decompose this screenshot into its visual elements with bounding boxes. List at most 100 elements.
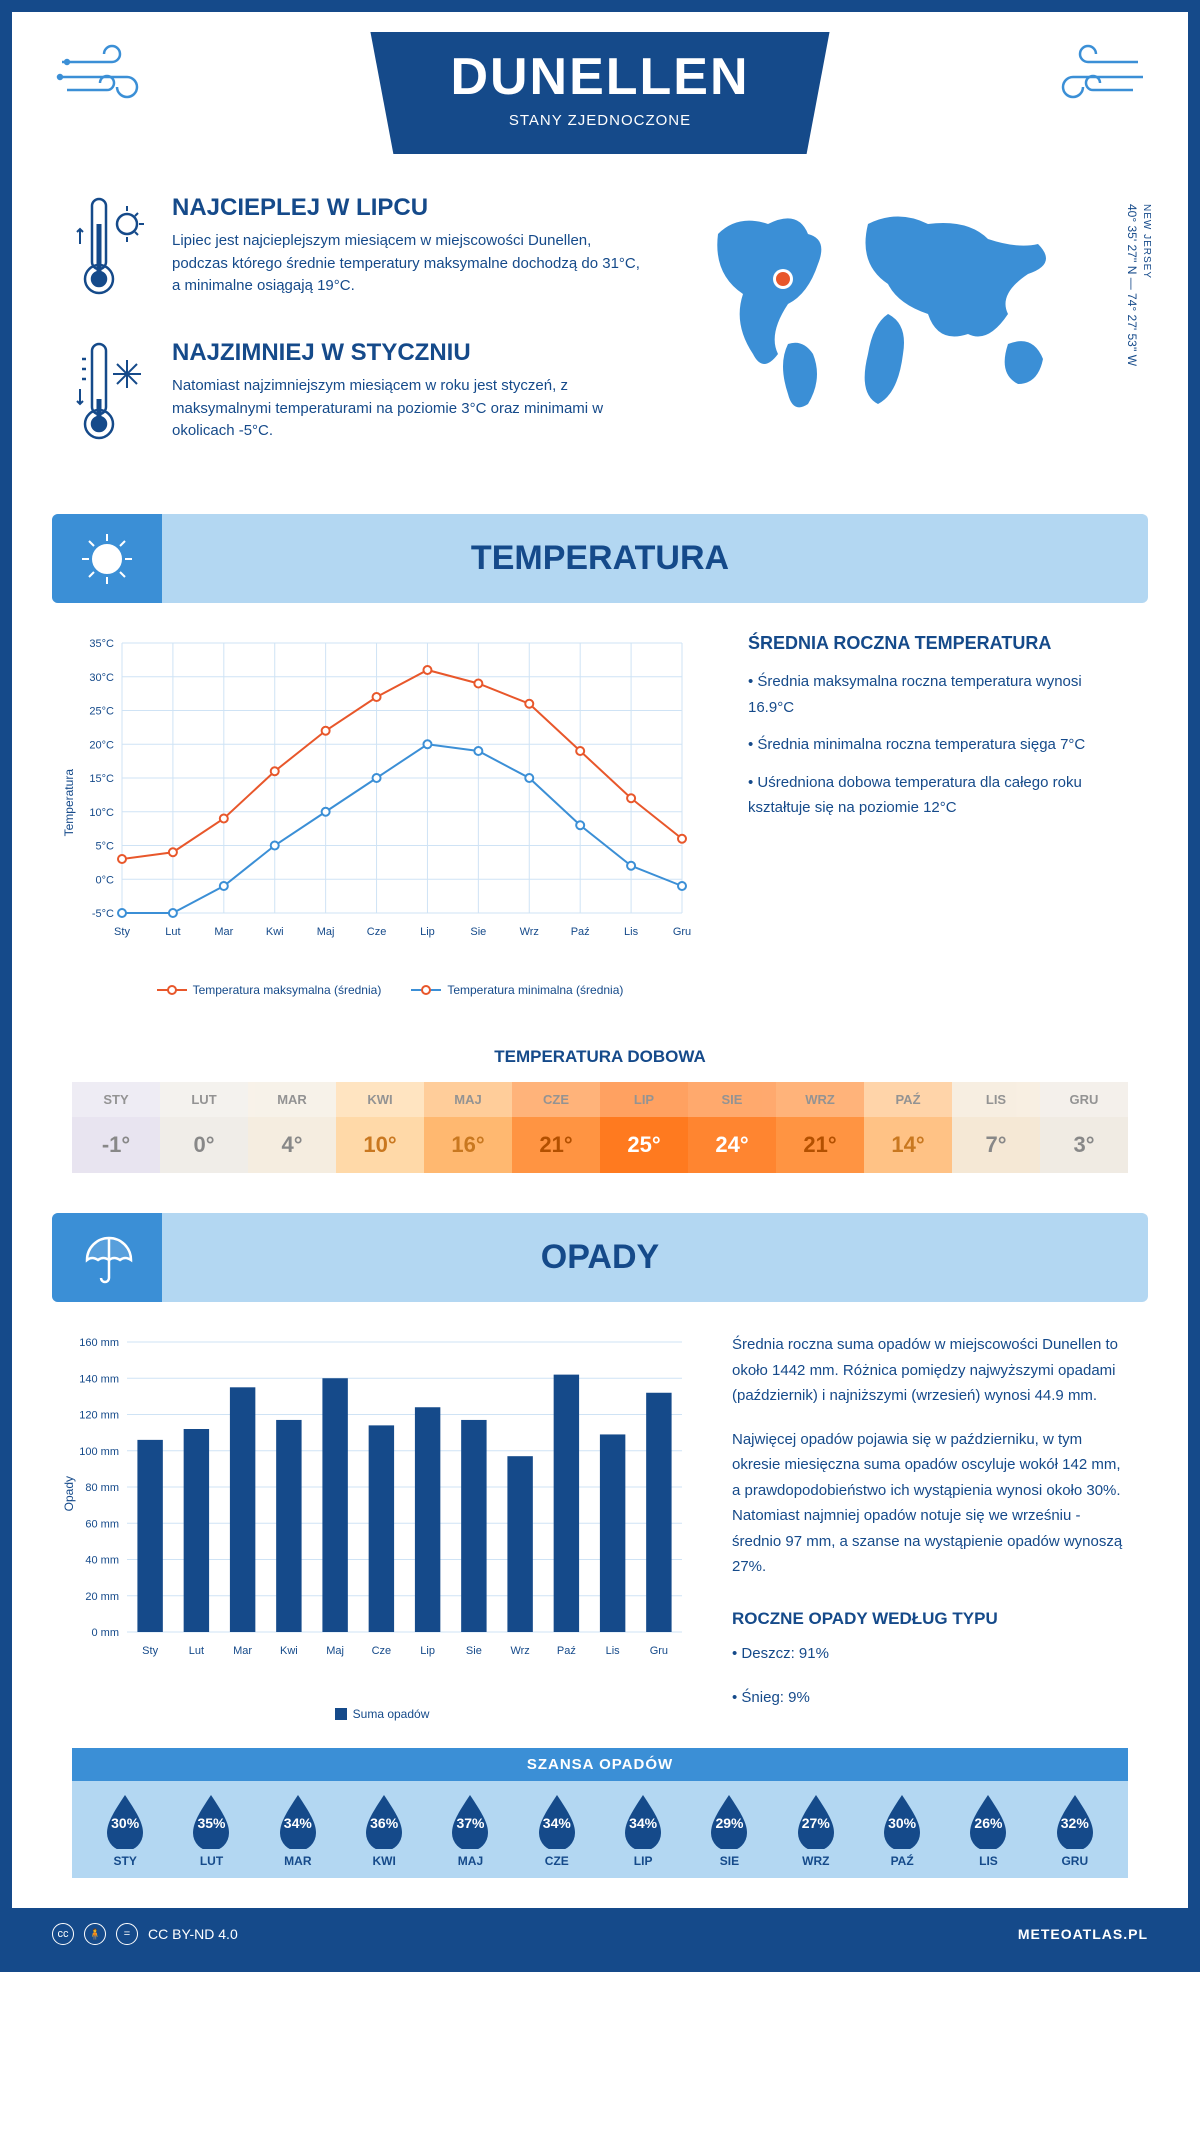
chance-item: 27%WRZ xyxy=(773,1791,859,1868)
precip-side-text: Średnia roczna suma opadów w miejscowośc… xyxy=(732,1332,1128,1728)
temp-cell: SIE24° xyxy=(688,1082,776,1173)
precip-header: OPADY xyxy=(52,1213,1148,1302)
coldest-title: NAJZIMNIEJ W STYCZNIU xyxy=(172,339,648,367)
by-icon: 🧍 xyxy=(84,1923,106,1945)
country-name: STANY ZJEDNOCZONE xyxy=(450,112,749,129)
svg-text:Mar: Mar xyxy=(214,926,233,938)
temp-cell: STY-1° xyxy=(72,1082,160,1173)
coldest-block: NAJZIMNIEJ W STYCZNIU Natomiast najzimni… xyxy=(72,339,648,454)
umbrella-icon xyxy=(52,1213,162,1302)
svg-text:Lut: Lut xyxy=(189,1645,204,1657)
svg-text:Kwi: Kwi xyxy=(280,1645,298,1657)
daily-temp-section: TEMPERATURA DOBOWA STY-1°LUT0°MAR4°KWI10… xyxy=(12,1027,1188,1213)
temp-line-chart: -5°C0°C5°C10°C15°C20°C25°C30°C35°CStyLut… xyxy=(72,633,692,973)
svg-text:Gru: Gru xyxy=(650,1645,668,1657)
temp-cell: MAJ16° xyxy=(424,1082,512,1173)
avg-b3: • Uśredniona dobowa temperatura dla całe… xyxy=(748,770,1128,821)
daily-temp-table: STY-1°LUT0°MAR4°KWI10°MAJ16°CZE21°LIP25°… xyxy=(72,1082,1128,1173)
chance-item: 34%MAR xyxy=(255,1791,341,1868)
header: DUNELLEN STANY ZJEDNOCZONE xyxy=(12,12,1188,164)
svg-text:Cze: Cze xyxy=(367,926,387,938)
svg-text:5°C: 5°C xyxy=(96,841,115,853)
coldest-text: Natomiast najzimniejszym miesiącem w rok… xyxy=(172,375,648,443)
chance-item: 26%LIS xyxy=(945,1791,1031,1868)
chance-row: 30%STY35%LUT34%MAR36%KWI37%MAJ34%CZE34%L… xyxy=(72,1781,1128,1878)
svg-text:Sie: Sie xyxy=(466,1645,482,1657)
temp-side-text: ŚREDNIA ROCZNA TEMPERATURA • Średnia mak… xyxy=(748,633,1128,997)
wind-icon-right xyxy=(1028,32,1148,112)
svg-text:Lis: Lis xyxy=(624,926,639,938)
region-label: NEW JERSEY xyxy=(1141,204,1152,279)
svg-text:0°C: 0°C xyxy=(96,874,115,886)
svg-text:Mar: Mar xyxy=(233,1645,252,1657)
svg-text:Lut: Lut xyxy=(165,926,180,938)
temp-cell: LIP25° xyxy=(600,1082,688,1173)
coordinates: NEW JERSEY 40° 35' 27'' N — 74° 27' 53''… xyxy=(1125,204,1153,366)
avg-b1: • Średnia maksymalna roczna temperatura … xyxy=(748,669,1128,720)
temp-cell: GRU3° xyxy=(1040,1082,1128,1173)
svg-text:20°C: 20°C xyxy=(89,739,114,751)
precip-legend-label: Suma opadów xyxy=(353,1707,430,1721)
title-banner: DUNELLEN STANY ZJEDNOCZONE xyxy=(370,32,829,154)
warmest-block: NAJCIEPLEJ W LIPCU Lipiec jest najcieple… xyxy=(72,194,648,309)
svg-text:Lip: Lip xyxy=(420,926,435,938)
svg-text:40 mm: 40 mm xyxy=(85,1555,119,1567)
svg-text:Kwi: Kwi xyxy=(266,926,284,938)
intro-section: NAJCIEPLEJ W LIPCU Lipiec jest najcieple… xyxy=(12,164,1188,514)
svg-text:Cze: Cze xyxy=(372,1645,392,1657)
chance-section: SZANSA OPADÓW 30%STY35%LUT34%MAR36%KWI37… xyxy=(12,1748,1188,1908)
chance-item: 35%LUT xyxy=(168,1791,254,1868)
chance-item: 37%MAJ xyxy=(427,1791,513,1868)
precip-legend: Suma opadów xyxy=(72,1707,692,1721)
temp-legend: .legend-line:nth-child(1)::before{border… xyxy=(72,983,708,997)
svg-text:Lis: Lis xyxy=(606,1645,621,1657)
svg-text:Sie: Sie xyxy=(470,926,486,938)
temperature-title: TEMPERATURA xyxy=(471,539,729,577)
chance-item: 30%STY xyxy=(82,1791,168,1868)
svg-text:80 mm: 80 mm xyxy=(85,1482,119,1494)
svg-text:Paź: Paź xyxy=(571,926,590,938)
svg-text:15°C: 15°C xyxy=(89,773,114,785)
temp-cell: MAR4° xyxy=(248,1082,336,1173)
precip-p1: Średnia roczna suma opadów w miejscowośc… xyxy=(732,1332,1128,1409)
cc-icon: cc xyxy=(52,1923,74,1945)
precip-chart: Opady 0 mm20 mm40 mm60 mm80 mm100 mm120 … xyxy=(72,1332,692,1692)
svg-text:30°C: 30°C xyxy=(89,672,114,684)
svg-text:10°C: 10°C xyxy=(89,807,114,819)
temperature-header: TEMPERATURA xyxy=(52,514,1148,603)
legend-max: Temperatura maksymalna (średnia) xyxy=(193,983,382,997)
warmest-title: NAJCIEPLEJ W LIPCU xyxy=(172,194,648,222)
avg-temp-title: ŚREDNIA ROCZNA TEMPERATURA xyxy=(748,633,1128,654)
legend-min: Temperatura minimalna (średnia) xyxy=(447,983,623,997)
coords-value: 40° 35' 27'' N — 74° 27' 53'' W xyxy=(1125,204,1139,366)
temp-cell: WRZ21° xyxy=(776,1082,864,1173)
footer: cc 🧍 = CC BY-ND 4.0 METEOATLAS.PL xyxy=(12,1908,1188,1960)
chance-item: 34%CZE xyxy=(514,1791,600,1868)
wind-icon-left xyxy=(52,32,172,112)
world-map-icon xyxy=(688,194,1088,414)
precip-ylabel: Opady xyxy=(62,1476,76,1511)
svg-text:-5°C: -5°C xyxy=(92,908,114,920)
footer-license: cc 🧍 = CC BY-ND 4.0 xyxy=(52,1923,238,1945)
temp-cell: KWI10° xyxy=(336,1082,424,1173)
thermometer-hot-icon xyxy=(72,194,152,309)
svg-text:Paź: Paź xyxy=(557,1645,576,1657)
precip-type-title: ROCZNE OPADY WEDŁUG TYPU xyxy=(732,1605,1128,1634)
precip-rain: • Deszcz: 91% xyxy=(732,1641,1128,1667)
temp-cell: PAŹ14° xyxy=(864,1082,952,1173)
svg-text:35°C: 35°C xyxy=(89,638,114,650)
svg-text:20 mm: 20 mm xyxy=(85,1591,119,1603)
svg-text:Lip: Lip xyxy=(420,1645,435,1657)
svg-text:Gru: Gru xyxy=(673,926,691,938)
svg-text:160 mm: 160 mm xyxy=(79,1337,119,1349)
svg-text:Maj: Maj xyxy=(326,1645,344,1657)
temperature-chart: Temperatura -5°C0°C5°C10°C15°C20°C25°C30… xyxy=(72,633,708,997)
svg-text:100 mm: 100 mm xyxy=(79,1446,119,1458)
chance-item: 30%PAŹ xyxy=(859,1791,945,1868)
svg-text:Sty: Sty xyxy=(142,1645,158,1657)
precip-snow: • Śnieg: 9% xyxy=(732,1685,1128,1711)
svg-text:120 mm: 120 mm xyxy=(79,1410,119,1422)
avg-b2: • Średnia minimalna roczna temperatura s… xyxy=(748,732,1128,758)
svg-text:25°C: 25°C xyxy=(89,706,114,718)
svg-text:140 mm: 140 mm xyxy=(79,1373,119,1385)
